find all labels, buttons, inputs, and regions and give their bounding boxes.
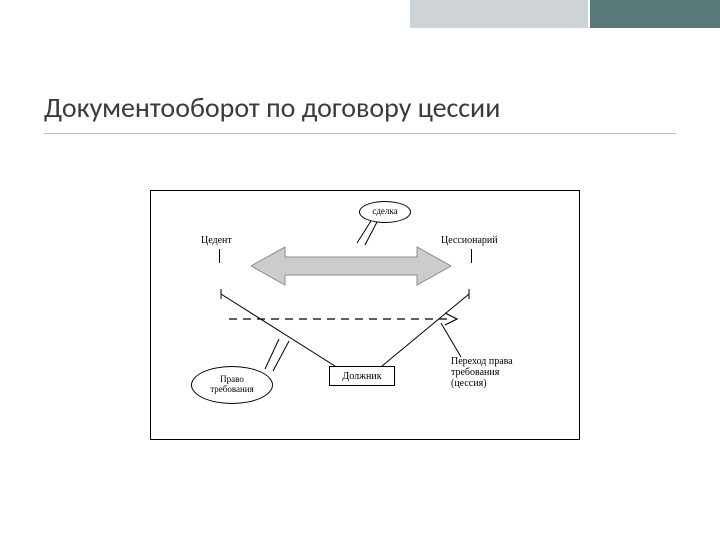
label-claim-right: Право требования — [210, 375, 254, 395]
bubble-claim-right: Право требования — [191, 366, 273, 404]
accent-block-dark — [590, 0, 720, 28]
slide-title: Документооборот по договору цессии — [44, 90, 676, 133]
bubble-deal: сделка — [359, 201, 411, 223]
diagram-frame: Цедент Цессионарий сделка Право требован… — [150, 190, 580, 440]
accent-block-light — [410, 0, 590, 28]
tick-cessionary — [471, 249, 472, 263]
box-debtor: Должник — [329, 366, 395, 386]
slide-accent — [410, 0, 720, 28]
label-debtor: Должник — [342, 371, 381, 382]
title-area: Документооборот по договору цессии — [44, 90, 676, 134]
label-transfer: Переход права требования (цессия) — [451, 356, 551, 389]
solid-connectors — [151, 191, 581, 441]
dashed-arrow — [151, 191, 581, 441]
bidirectional-arrow — [251, 241, 451, 291]
tick-cedent — [219, 249, 220, 263]
label-cessionary: Цессионарий — [441, 235, 531, 246]
label-deal: сделка — [372, 207, 397, 217]
title-underline — [44, 133, 676, 134]
